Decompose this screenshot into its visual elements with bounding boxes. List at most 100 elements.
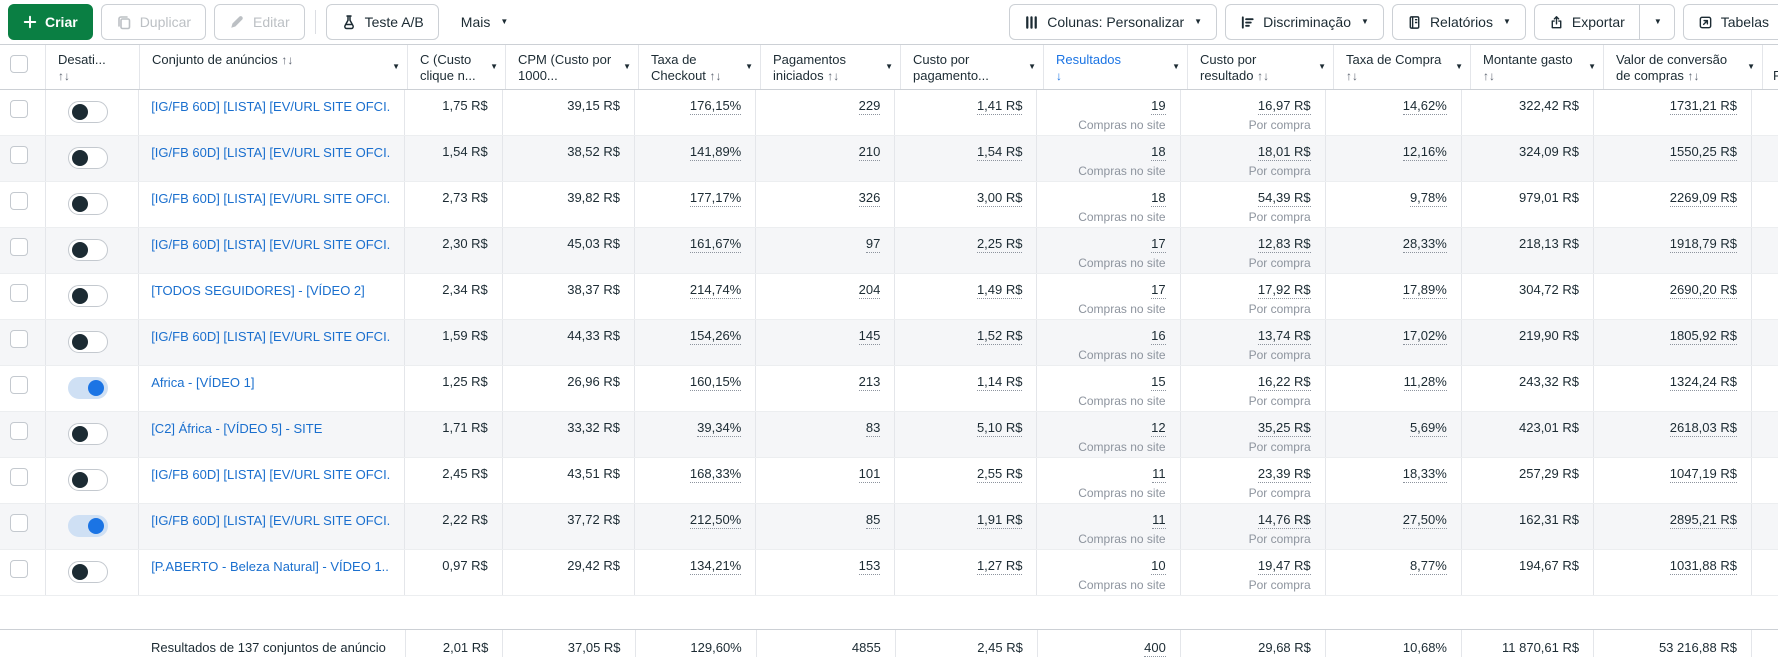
more-button[interactable]: Mais ▼ [447,4,522,40]
adset-name-link[interactable]: [IG/FB 60D] [LISTA] [EV/URL SITE OFCI... [151,145,391,160]
adset-name-link[interactable]: [P.ABERTO - Beleza Natural] - VÍDEO 1... [151,559,391,574]
adset-name-link[interactable]: Africa - [VÍDEO 1] [151,375,255,390]
adset-active-toggle[interactable] [67,101,108,123]
column-header-cpc[interactable]: C (Custo clique n... ▼ [407,45,505,89]
row-checkbox-cell [0,366,45,411]
filter-caret-icon[interactable]: ▼ [1588,62,1596,71]
row-checkbox[interactable] [10,560,28,578]
create-button-label: Criar [45,14,78,30]
adset-active-toggle[interactable] [67,561,108,583]
payments-initiated-cell: 83 [755,412,894,457]
adset-name-link[interactable]: [IG/FB 60D] [LISTA] [EV/URL SITE OFCI... [151,191,391,206]
column-header-cost-per-payment[interactable]: Custo por pagamento... ▼ [900,45,1043,89]
export-dropdown-button[interactable]: ▼ [1638,4,1675,40]
row-checkbox[interactable] [10,192,28,210]
adset-active-toggle[interactable] [67,469,108,491]
breakdown-button[interactable]: Discriminação ▼ [1225,4,1384,40]
cpc-value: 0,97 R$ [442,558,488,573]
filter-caret-icon[interactable]: ▼ [745,62,753,71]
cost-per-result-value: 54,39 R$ [1257,190,1311,207]
column-header-cpm[interactable]: CPM (Custo por 1000... ▼ [505,45,638,89]
toggle-knob [87,518,104,534]
sort-desc-icon[interactable]: ↓ [1056,69,1062,83]
adset-name-link[interactable]: [IG/FB 60D] [LISTA] [EV/URL SITE OFCI... [151,99,391,114]
adset-name-link[interactable]: [TODOS SEGUIDORES] - [VÍDEO 2] [151,283,365,298]
amount-spent-cell: 243,32 R$ [1460,366,1593,411]
column-header-adset[interactable]: Conjunto de anúncios ↑↓ ▼ [139,45,407,89]
results-sublabel: Compras no site [1078,118,1166,132]
filter-caret-icon[interactable]: ▼ [885,62,893,71]
cost-per-result-sublabel: Por compra [1248,532,1311,546]
sort-icon[interactable]: ↑↓ [1687,69,1700,83]
sort-icon[interactable]: ↑↓ [58,69,70,83]
row-checkbox[interactable] [10,100,28,118]
filter-caret-icon[interactable]: ▼ [1318,62,1326,71]
payments-initiated-value: 83 [865,420,881,437]
row-checkbox[interactable] [10,330,28,348]
adset-active-toggle[interactable] [67,331,108,353]
column-header-results-sorted[interactable]: Resultados ↓ ▼ [1043,45,1187,89]
ab-test-button[interactable]: Teste A/B [325,4,439,40]
adset-active-toggle[interactable] [67,239,108,261]
toggle-knob [71,564,88,580]
column-header-clipped[interactable]: R d [1762,45,1778,89]
conversion-value-cell: 1805,92 R$ [1593,320,1751,365]
sort-icon[interactable]: ↑↓ [1483,69,1495,83]
row-checkbox[interactable] [10,514,28,532]
sort-icon[interactable]: ↑↓ [1346,69,1358,83]
row-checkbox[interactable] [10,422,28,440]
filter-caret-icon[interactable]: ▼ [392,62,400,71]
column-header-status[interactable]: Desati... ↑↓ [45,45,139,89]
adset-name-link[interactable]: [IG/FB 60D] [LISTA] [EV/URL SITE OFCI... [151,513,391,528]
adset-name-cell: [P.ABERTO - Beleza Natural] - VÍDEO 1... [138,550,404,595]
export-button[interactable]: Exportar [1533,4,1639,40]
sort-icon[interactable]: ↑↓ [281,53,294,67]
adset-active-toggle[interactable] [67,285,108,307]
purchase-rate-cell: 28,33% [1324,228,1461,273]
adset-active-toggle[interactable] [67,423,108,445]
sort-icon[interactable]: ↑↓ [827,69,840,83]
toolbar: Criar Duplicar Editar Teste A/B Mais ▼ C… [0,0,1778,44]
export-split-button: Exportar ▼ [1533,4,1675,40]
summary-cpm-cell: 37,05 R$ por 1000 impressões [502,630,634,657]
cost-per-result-cell: 54,39 R$ Por compra [1179,182,1325,227]
cpc-cell: 1,71 R$ [404,412,501,457]
column-header-cost-per-result[interactable]: Custo por resultado ↑↓ ▼ [1187,45,1333,89]
filter-caret-icon[interactable]: ▼ [490,62,498,71]
column-header-purchase-conversion-value[interactable]: Valor de conversão de compras ↑↓ ▼ [1603,45,1762,89]
column-header-checkout-rate[interactable]: Taxa de Checkout ↑↓ ▼ [638,45,760,89]
column-header-purchase-rate[interactable]: Taxa de Compra ↑↓ ▼ [1333,45,1470,89]
filter-caret-icon[interactable]: ▼ [1028,62,1036,71]
sort-icon[interactable]: ↑↓ [1257,69,1270,83]
row-checkbox[interactable] [10,146,28,164]
conversion-value: 2618,03 R$ [1669,420,1737,437]
adset-active-toggle[interactable] [67,147,108,169]
table-row: [IG/FB 60D] [LISTA] [EV/URL SITE OFCI...… [0,458,1778,504]
create-button[interactable]: Criar [8,4,93,40]
row-checkbox[interactable] [10,376,28,394]
tables-button[interactable]: Tabelas [1682,4,1778,40]
filter-caret-icon[interactable]: ▼ [1455,62,1463,71]
duplicate-button[interactable]: Duplicar [100,4,207,40]
adset-name-link[interactable]: [IG/FB 60D] [LISTA] [EV/URL SITE OFCI... [151,237,391,252]
filter-caret-icon[interactable]: ▼ [623,62,631,71]
row-checkbox[interactable] [10,284,28,302]
select-all-checkbox[interactable] [10,55,28,73]
adset-name-link[interactable]: [IG/FB 60D] [LISTA] [EV/URL SITE OFCI... [151,467,391,482]
column-header-amount-spent[interactable]: Montante gasto ↑↓ ▼ [1470,45,1603,89]
adset-active-toggle[interactable] [67,193,108,215]
adset-name-link[interactable]: [IG/FB 60D] [LISTA] [EV/URL SITE OFCI... [151,329,391,344]
row-checkbox[interactable] [10,468,28,486]
filter-caret-icon[interactable]: ▼ [1172,62,1180,71]
filter-caret-icon[interactable]: ▼ [1747,62,1755,71]
adset-active-toggle[interactable] [67,377,108,399]
columns-button[interactable]: Colunas: Personalizar ▼ [1009,4,1218,40]
row-checkbox[interactable] [10,238,28,256]
column-header-payments-initiated[interactable]: Pagamentos iniciados ↑↓ ▼ [760,45,900,89]
reports-button[interactable]: Relatórios ▼ [1391,4,1526,40]
adset-name-link[interactable]: [C2] África - [VÍDEO 5] - SITE [151,421,323,436]
edit-button[interactable]: Editar [214,4,305,40]
sort-icon[interactable]: ↑↓ [709,69,722,83]
checkout-rate-value: 39,34% [697,420,742,437]
adset-active-toggle[interactable] [67,515,108,537]
